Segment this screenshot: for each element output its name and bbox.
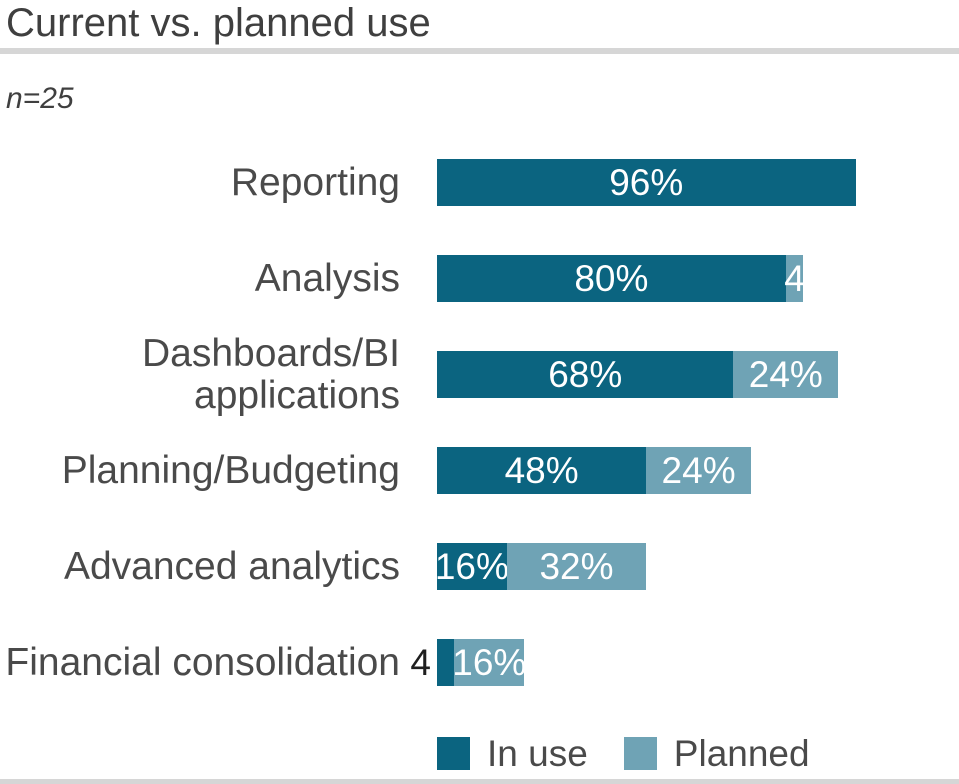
- value-label: 68%: [548, 354, 623, 396]
- category-label: Dashboards/BI applications: [142, 331, 400, 417]
- value-label: 80%: [574, 258, 649, 300]
- legend-label-in-use: In use: [487, 733, 588, 775]
- in-use-bar-segment: 16%: [434, 543, 509, 591]
- chart-legend: In use Planned: [437, 735, 959, 772]
- title-divider: [0, 48, 959, 55]
- planned-bar-segment: 24%: [733, 351, 839, 399]
- category-label: Planning/Budgeting: [61, 448, 400, 492]
- planned-bar-segment: 32%: [506, 543, 647, 591]
- in-use-bar-segment: 80%: [437, 255, 786, 303]
- legend-label-planned: Planned: [673, 733, 810, 775]
- planned-bar-segment: 4: [784, 255, 805, 303]
- legend-item-in-use: In use: [437, 735, 588, 772]
- bar-track: 68% 24%: [437, 351, 839, 399]
- category-label: Financial consolidation: [5, 640, 400, 684]
- chart-title: Current vs. planned use: [6, 1, 431, 45]
- value-label: 16%: [452, 642, 527, 684]
- bar-track: 16% 32%: [434, 543, 647, 591]
- value-label: 48%: [504, 450, 579, 492]
- chart-row-analysis: Analysis 80% 4: [0, 255, 959, 303]
- value-label: 24%: [661, 450, 736, 492]
- in-use-bar-segment: 48%: [437, 447, 647, 495]
- value-label: 4: [410, 642, 431, 684]
- in-use-swatch: [437, 737, 470, 771]
- value-label: 96%: [609, 162, 684, 204]
- stacked-bar-chart: Reporting 96% Analysis 80% 4 Dashboards/BI ap…: [0, 159, 959, 687]
- category-label: Analysis: [254, 256, 400, 300]
- chart-row-dashboards-bi-applications: Dashboards/BI applications 68% 24%: [0, 332, 959, 416]
- value-label: 4: [784, 258, 805, 300]
- chart-row-planning-budgeting: Planning/Budgeting 48% 24%: [0, 447, 959, 495]
- bar-track: 96%: [437, 159, 856, 207]
- bottom-divider: [0, 779, 959, 784]
- category-label: Reporting: [230, 160, 400, 204]
- value-label: 16%: [434, 546, 509, 588]
- chart-row-advanced-analytics: Advanced analytics 16% 32%: [0, 543, 959, 591]
- chart-row-financial-consolidation: Financial consolidation 4 16%: [0, 639, 959, 687]
- value-label: 32%: [539, 546, 614, 588]
- in-use-bar-segment: 4: [410, 639, 455, 687]
- bar-track: 4 16%: [410, 639, 527, 687]
- category-label: Advanced analytics: [63, 544, 400, 588]
- value-label: 24%: [748, 354, 823, 396]
- bar-track: 80% 4: [437, 255, 805, 303]
- planned-swatch: [623, 737, 657, 771]
- bar-track: 48% 24%: [437, 447, 751, 495]
- chart-row-reporting: Reporting 96%: [0, 159, 959, 207]
- sample-size-note: n=25: [6, 82, 74, 116]
- in-use-bar-segment: 68%: [437, 351, 734, 399]
- legend-item-planned: Planned: [623, 733, 810, 775]
- in-use-bar-segment: 96%: [437, 159, 856, 207]
- planned-bar-segment: 16%: [452, 639, 527, 687]
- planned-bar-segment: 24%: [646, 447, 751, 495]
